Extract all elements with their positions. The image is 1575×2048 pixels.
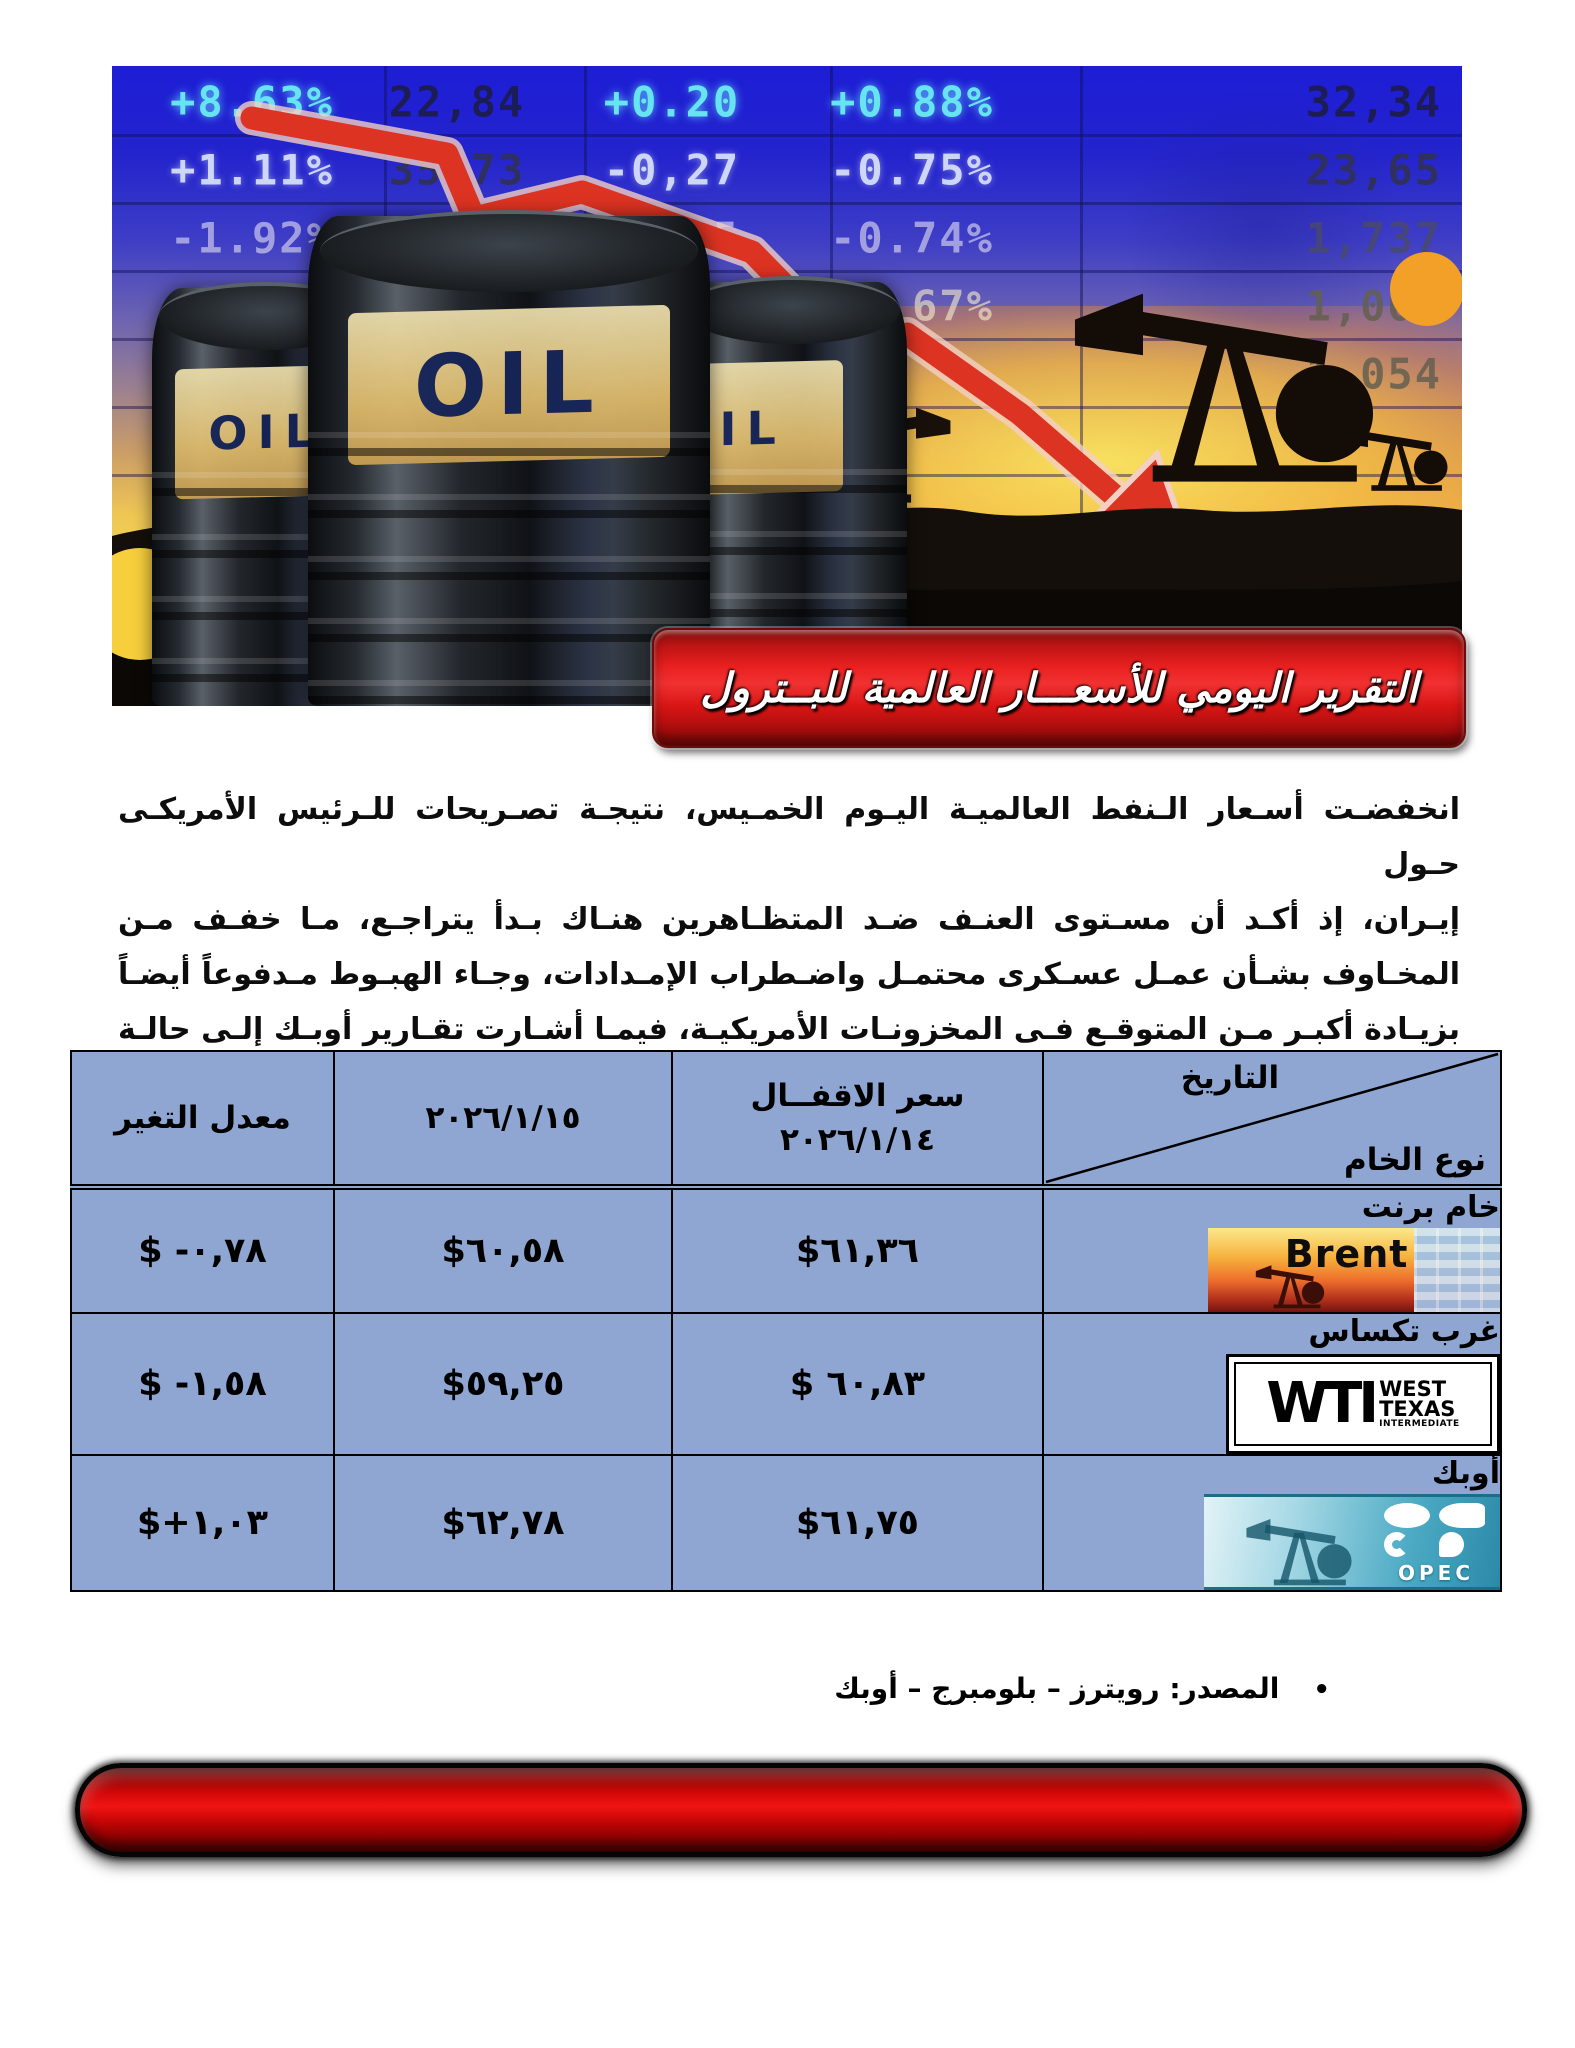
ticker-value: -0.74% <box>830 213 994 263</box>
oil-barrel-center: OIL <box>308 210 710 706</box>
ticker-value: 22,84 <box>388 77 526 127</box>
brent-logo: Brent <box>1208 1228 1500 1312</box>
wti-label-cell: غرب تكساس WTI WEST TEXAS INTERMEDIATE <box>1042 1312 1502 1456</box>
oil-price-table: التاريخ نوع الخام سعر الاقفــال ٢٠٢٦/١/١… <box>70 1050 1502 1592</box>
ticker-value: -1.92% <box>170 213 334 263</box>
wti-logo-abbr: WTI <box>1266 1371 1379 1436</box>
oil-text: OIL <box>208 403 324 461</box>
barrel-ribs <box>308 431 710 706</box>
brent-logo-text: Brent <box>1284 1232 1409 1276</box>
table-row-opec: أوبك OPEC $٦١,٧٥ $٦٢,٧٨ $+١,٠٣ <box>70 1454 1502 1592</box>
brent-pumpjack-icon <box>1255 1265 1325 1309</box>
barrel-lid <box>683 276 901 344</box>
ticker-value: +0.20 <box>603 77 741 127</box>
table-row-brent: خام برنت Brent $٦١,٣٦ $٦٠,٥٨ $ -٠,٧٨ <box>70 1186 1502 1314</box>
crude-name: غرب تكساس <box>1308 1314 1500 1349</box>
brent-logo-barrels <box>1414 1228 1500 1312</box>
grid-line <box>1080 66 1083 566</box>
wti-today-price: $٥٩,٢٥ <box>333 1312 673 1456</box>
grid-line <box>112 134 1462 137</box>
header-close-price: سعر الاقفــال ٢٠٢٦/١/١٤ <box>671 1050 1044 1190</box>
opec-logo-text: OPEC <box>1398 1561 1474 1585</box>
hero-oil-market-image: +8.63% 22,84 +0.20 +0.88% 32,34 +1.11% 3… <box>112 66 1462 706</box>
red-divider-bar <box>75 1763 1527 1857</box>
paragraph-line: بزيـادة أكبـر مـن المتوقـع فـى المخزونـا… <box>118 1012 1460 1047</box>
header-date-label: التاريخ <box>1180 1060 1280 1096</box>
opec-emblem-icon <box>1384 1503 1488 1557</box>
crude-name: أوبك <box>1431 1456 1500 1491</box>
table-row-wti: غرب تكساس WTI WEST TEXAS INTERMEDIATE $ … <box>70 1312 1502 1456</box>
brent-today-price: $٦٠,٥٨ <box>333 1186 673 1314</box>
close-price-date: ٢٠٢٦/١/١٤ <box>779 1122 936 1158</box>
opec-logo: OPEC <box>1204 1494 1500 1590</box>
paragraph-line: انخفضـت أسـعار الـنفط العالميـة اليـوم ا… <box>118 792 1460 882</box>
page-title: التقرير اليومي للأسعـــار العالمية للبــ… <box>700 664 1418 712</box>
ticker-value: +0.88% <box>830 77 994 127</box>
header-change-rate: معدل التغير <box>70 1050 335 1190</box>
source-text: المصدر: رويترز – بلومبرج – أوبك <box>834 1672 1280 1705</box>
oil-text: OIL <box>414 332 604 438</box>
wti-logo-west: WEST <box>1379 1377 1447 1401</box>
wti-change: $ -١,٥٨ <box>70 1312 335 1456</box>
diagonal-divider <box>1045 1052 1499 1184</box>
source-line: • المصدر: رويترز – بلومبرج – أوبك <box>834 1672 1330 1705</box>
wti-close-price: $ ٦٠,٨٣ <box>671 1312 1044 1456</box>
crude-name: خام برنت <box>1361 1190 1500 1225</box>
ticker-value: 32,34 <box>1305 77 1442 127</box>
opec-label-cell: أوبك OPEC <box>1042 1454 1502 1592</box>
brent-close-price: $٦١,٣٦ <box>671 1186 1044 1314</box>
header-date-crude-cell: التاريخ نوع الخام <box>1042 1050 1502 1190</box>
grid-line <box>112 202 1462 205</box>
barrel-lid <box>320 210 698 292</box>
title-banner: التقرير اليومي للأسعـــار العالمية للبــ… <box>652 628 1466 748</box>
table-header-row: التاريخ نوع الخام سعر الاقفــال ٢٠٢٦/١/١… <box>70 1050 1502 1190</box>
ticker-value: -0,27 <box>603 145 741 195</box>
bokeh-circle-orange <box>1390 252 1462 326</box>
paragraph-line: إيـران، إذ أكـد أن مسـتوى العنـف ضـد الم… <box>118 902 1460 937</box>
wti-logo: WTI WEST TEXAS INTERMEDIATE <box>1226 1354 1500 1454</box>
header-today-date: ٢٠٢٦/١/١٥ <box>333 1050 673 1190</box>
paragraph-line: المخـاوف بشـأن عمـل عسـكرى محتمـل واضـطر… <box>118 957 1460 992</box>
ticker-value: +1.11% <box>170 145 334 195</box>
brent-change: $ -٠,٧٨ <box>70 1186 335 1314</box>
header-crude-label: نوع الخام <box>1343 1142 1486 1178</box>
wti-logo-intermediate: INTERMEDIATE <box>1379 1419 1460 1429</box>
opec-close-price: $٦١,٧٥ <box>671 1454 1044 1592</box>
close-price-label: سعر الاقفــال <box>750 1078 965 1114</box>
opec-pumpjack-icon <box>1246 1519 1352 1586</box>
ticker-value: -0.75% <box>830 145 994 195</box>
bullet-icon: • <box>1313 1675 1330 1705</box>
brent-label-cell: خام برنت Brent <box>1042 1186 1502 1314</box>
wti-logo-texas: TEXAS <box>1379 1397 1456 1421</box>
opec-change: $+١,٠٣ <box>70 1454 335 1592</box>
ticker-value: 23,65 <box>1305 145 1442 195</box>
opec-today-price: $٦٢,٧٨ <box>333 1454 673 1592</box>
